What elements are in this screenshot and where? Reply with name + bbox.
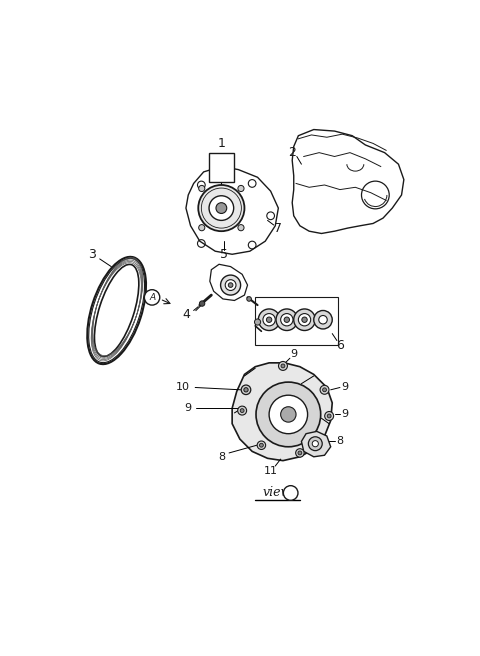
Circle shape bbox=[238, 406, 247, 415]
Circle shape bbox=[260, 443, 264, 447]
Polygon shape bbox=[232, 363, 332, 461]
Circle shape bbox=[281, 407, 296, 422]
Circle shape bbox=[244, 388, 248, 392]
Circle shape bbox=[198, 185, 244, 231]
Polygon shape bbox=[301, 432, 331, 457]
Circle shape bbox=[283, 485, 298, 501]
Circle shape bbox=[278, 361, 288, 371]
Circle shape bbox=[221, 275, 240, 295]
Text: 4: 4 bbox=[182, 308, 190, 321]
Text: view: view bbox=[263, 487, 292, 499]
Circle shape bbox=[238, 186, 244, 192]
Text: A: A bbox=[149, 293, 155, 302]
Text: 11: 11 bbox=[264, 466, 277, 476]
Circle shape bbox=[258, 309, 280, 331]
Circle shape bbox=[319, 316, 327, 324]
Circle shape bbox=[228, 283, 233, 287]
Circle shape bbox=[199, 301, 205, 306]
Circle shape bbox=[323, 388, 326, 392]
Circle shape bbox=[294, 309, 315, 331]
Text: 2: 2 bbox=[288, 146, 296, 159]
Circle shape bbox=[199, 186, 205, 192]
Circle shape bbox=[308, 437, 322, 451]
Circle shape bbox=[247, 297, 252, 301]
Text: A: A bbox=[288, 489, 294, 497]
Circle shape bbox=[216, 203, 227, 213]
FancyBboxPatch shape bbox=[255, 297, 338, 345]
Text: 9: 9 bbox=[185, 403, 192, 413]
Text: 7: 7 bbox=[275, 222, 282, 235]
Text: 3: 3 bbox=[88, 248, 96, 261]
Circle shape bbox=[312, 441, 318, 447]
Circle shape bbox=[302, 317, 307, 323]
Circle shape bbox=[225, 279, 236, 291]
FancyBboxPatch shape bbox=[209, 153, 234, 182]
Circle shape bbox=[209, 195, 234, 220]
Circle shape bbox=[281, 364, 285, 368]
Text: 9: 9 bbox=[341, 409, 348, 419]
Circle shape bbox=[327, 414, 331, 418]
Text: 8: 8 bbox=[336, 436, 344, 446]
Text: 6: 6 bbox=[336, 338, 344, 352]
Circle shape bbox=[241, 385, 251, 394]
Circle shape bbox=[324, 411, 334, 420]
Circle shape bbox=[238, 224, 244, 231]
Circle shape bbox=[266, 317, 272, 323]
Circle shape bbox=[296, 449, 304, 457]
Circle shape bbox=[269, 395, 308, 434]
Circle shape bbox=[281, 314, 293, 326]
Circle shape bbox=[298, 451, 302, 455]
Circle shape bbox=[257, 441, 265, 449]
Circle shape bbox=[276, 309, 298, 331]
Circle shape bbox=[256, 382, 321, 447]
Circle shape bbox=[199, 224, 205, 231]
Circle shape bbox=[254, 319, 261, 325]
Text: 9: 9 bbox=[290, 350, 297, 359]
Ellipse shape bbox=[95, 264, 139, 357]
Circle shape bbox=[263, 314, 275, 326]
Text: 9: 9 bbox=[341, 382, 348, 392]
Circle shape bbox=[284, 317, 289, 323]
Circle shape bbox=[144, 290, 160, 305]
Circle shape bbox=[299, 314, 311, 326]
Text: 10: 10 bbox=[176, 382, 190, 392]
Text: 5: 5 bbox=[220, 248, 228, 261]
Circle shape bbox=[314, 310, 332, 329]
Text: 8: 8 bbox=[218, 452, 225, 462]
Text: 1: 1 bbox=[217, 137, 225, 150]
Circle shape bbox=[320, 385, 329, 394]
Circle shape bbox=[240, 409, 244, 413]
